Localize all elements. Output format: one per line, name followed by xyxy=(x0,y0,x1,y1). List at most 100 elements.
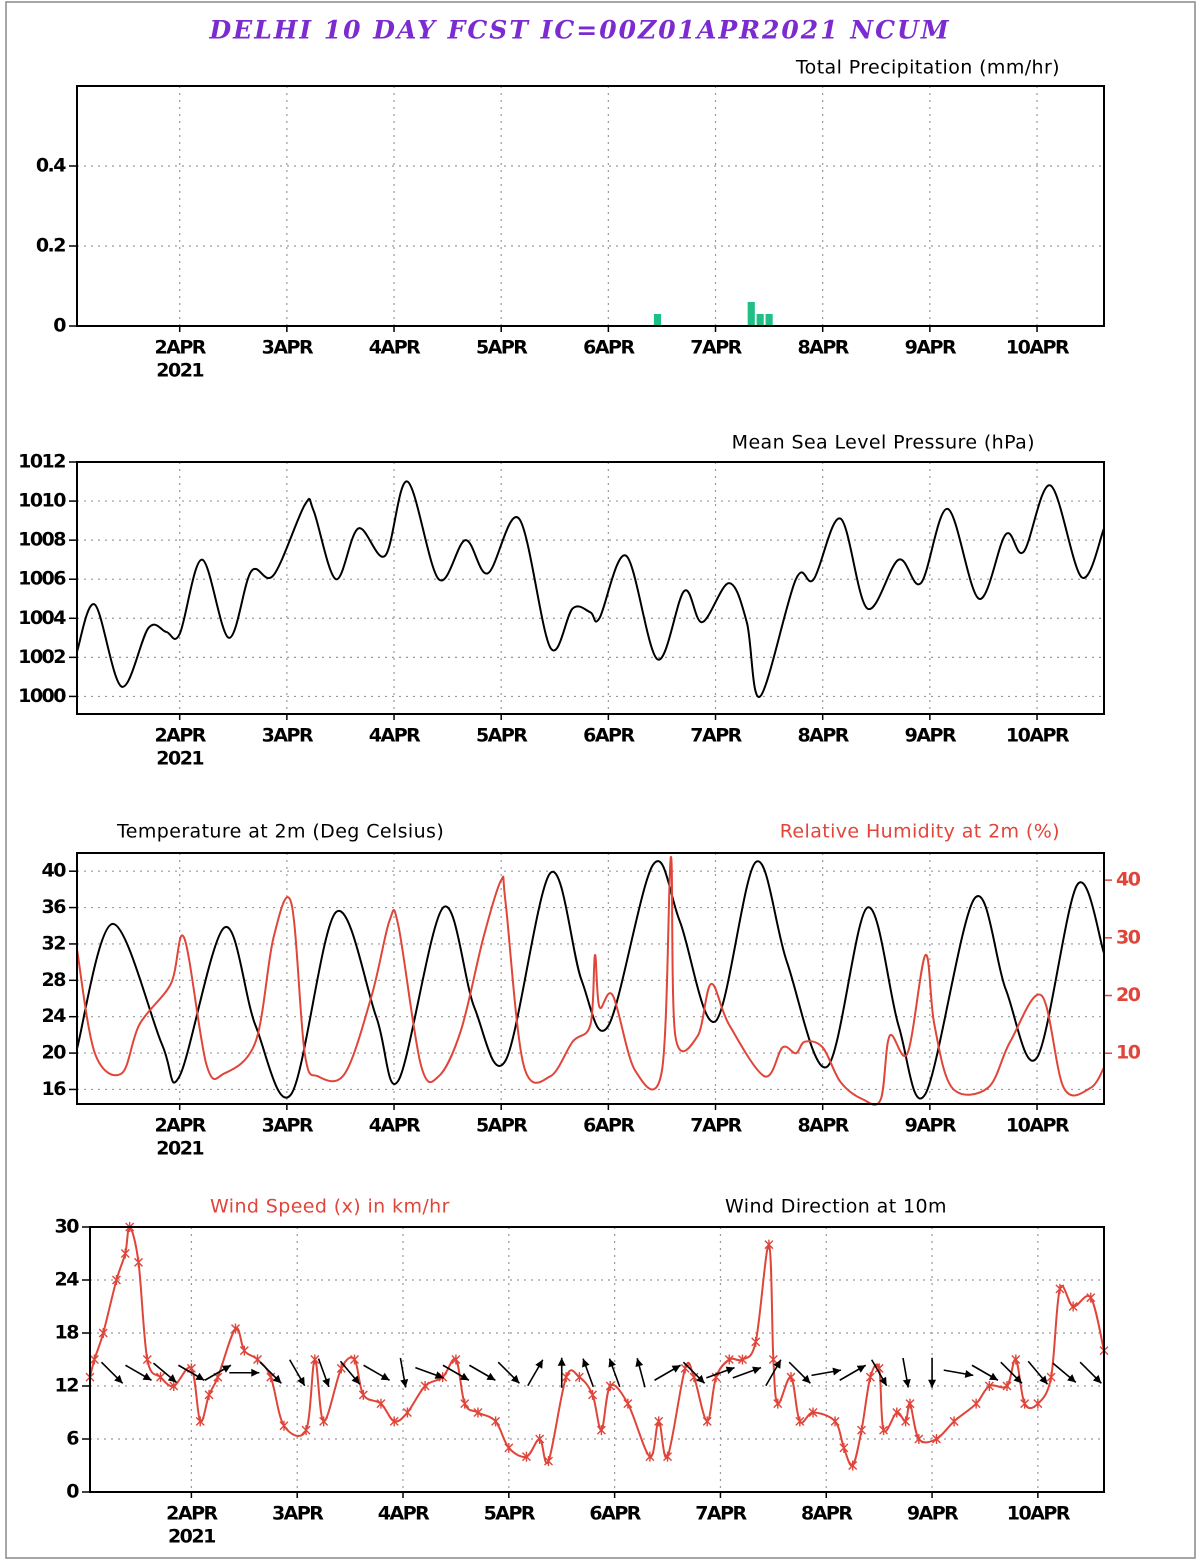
wind-arrow xyxy=(339,1360,361,1385)
y-tick-label: 0 xyxy=(53,315,66,337)
wind-arrow xyxy=(259,1361,282,1384)
marker xyxy=(350,1354,360,1365)
arrow-head xyxy=(752,1366,761,1375)
arrow-head xyxy=(1013,1374,1023,1384)
wind-arrow xyxy=(363,1364,390,1381)
marker xyxy=(451,1354,461,1365)
marker xyxy=(535,1434,545,1444)
arrow-head xyxy=(221,1365,231,1373)
marker xyxy=(504,1442,514,1453)
arrow-head xyxy=(832,1367,842,1376)
y2-tick-label: 40 xyxy=(1116,869,1141,891)
y-tick-label: 0.4 xyxy=(36,155,66,177)
marker xyxy=(892,1407,902,1418)
arrow-head xyxy=(964,1370,974,1378)
arrow-head xyxy=(400,1378,409,1388)
marker xyxy=(301,1425,311,1436)
page-frame xyxy=(5,1,1196,1559)
marker xyxy=(795,1416,805,1427)
marker xyxy=(879,1425,889,1436)
marker xyxy=(230,1323,240,1334)
y-tick-label: 1000 xyxy=(18,685,66,707)
x-tick-label: 4APR xyxy=(378,1503,430,1525)
marker xyxy=(319,1416,329,1427)
y-tick-label: 36 xyxy=(42,896,67,918)
marker xyxy=(1011,1354,1021,1365)
marker xyxy=(1046,1372,1056,1383)
arrow-head xyxy=(801,1374,811,1384)
x-tick-label: 10APR xyxy=(1006,725,1070,747)
marker xyxy=(984,1381,994,1391)
x-tick-label: 6APR xyxy=(589,1503,641,1525)
wind-arrow xyxy=(1079,1361,1102,1384)
marker xyxy=(134,1257,143,1268)
wind-arrow xyxy=(229,1368,260,1377)
wind-arrow xyxy=(971,1364,999,1381)
series-label: Relative Humidity at 2m (%) xyxy=(780,821,1060,843)
y-tick-label: 1012 xyxy=(18,451,65,473)
wind-arrow xyxy=(468,1364,496,1381)
wind-arrow xyxy=(557,1357,566,1388)
marker xyxy=(521,1451,531,1462)
series-line xyxy=(76,856,1105,1106)
marker xyxy=(1033,1398,1043,1409)
wind-arrow xyxy=(928,1357,937,1388)
marker xyxy=(142,1354,152,1365)
x-tick-label: 3APR xyxy=(262,725,314,747)
y-tick-label: 24 xyxy=(55,1269,80,1291)
x-tick-label: 6APR xyxy=(583,725,635,747)
wind-arrow xyxy=(152,1362,177,1384)
marker xyxy=(204,1389,214,1400)
x-tick-label: 5APR xyxy=(476,725,528,747)
arrow-head xyxy=(671,1365,681,1373)
arrow-head xyxy=(879,1376,887,1386)
x-tick-label: 9APR xyxy=(905,1115,957,1137)
arrow-head xyxy=(1092,1374,1102,1384)
wind-arrow xyxy=(317,1358,330,1388)
marker xyxy=(1002,1381,1012,1391)
x-tick-label: 10APR xyxy=(1007,1503,1071,1525)
marker xyxy=(98,1328,108,1338)
arrow-head xyxy=(1039,1375,1048,1385)
y-tick-label: 28 xyxy=(42,969,67,991)
marker xyxy=(544,1456,553,1467)
marker xyxy=(195,1416,205,1427)
bar xyxy=(653,314,662,326)
x-year-label: 2021 xyxy=(156,748,203,770)
y2-tick-label: 10 xyxy=(1116,1042,1141,1064)
wind-arrow xyxy=(527,1359,544,1387)
marker xyxy=(905,1398,915,1409)
arrow-head xyxy=(114,1374,123,1384)
x-tick-label: 5APR xyxy=(476,337,528,359)
marker xyxy=(764,1239,774,1250)
marker xyxy=(663,1451,673,1462)
y-tick-label: 32 xyxy=(42,932,66,954)
marker xyxy=(89,1354,99,1365)
arrow-head xyxy=(989,1372,998,1381)
series-label: Total Precipitation (mm/hr) xyxy=(795,57,1060,79)
arrow-head xyxy=(535,1359,543,1369)
marker xyxy=(1020,1398,1030,1409)
wind-arrow xyxy=(902,1357,911,1388)
marker xyxy=(773,1398,783,1409)
wind-arrow xyxy=(682,1361,706,1384)
x-tick-label: 6APR xyxy=(583,337,635,359)
series-label: Wind Direction at 10m xyxy=(725,1196,947,1218)
wind-arrow xyxy=(635,1358,646,1388)
marker xyxy=(914,1434,924,1444)
marker xyxy=(645,1451,655,1462)
marker xyxy=(865,1372,875,1383)
marker xyxy=(830,1416,840,1427)
marker xyxy=(848,1460,858,1471)
wind-arrow xyxy=(839,1364,867,1381)
marker xyxy=(702,1416,712,1427)
arrow-head xyxy=(322,1377,330,1387)
wind-arrow xyxy=(204,1364,232,1381)
arrow-head xyxy=(902,1378,911,1388)
arrow-head xyxy=(380,1372,390,1381)
arrow-head xyxy=(557,1357,566,1366)
x-tick-label: 3APR xyxy=(262,337,314,359)
x-tick-label: 2APR xyxy=(154,337,206,359)
